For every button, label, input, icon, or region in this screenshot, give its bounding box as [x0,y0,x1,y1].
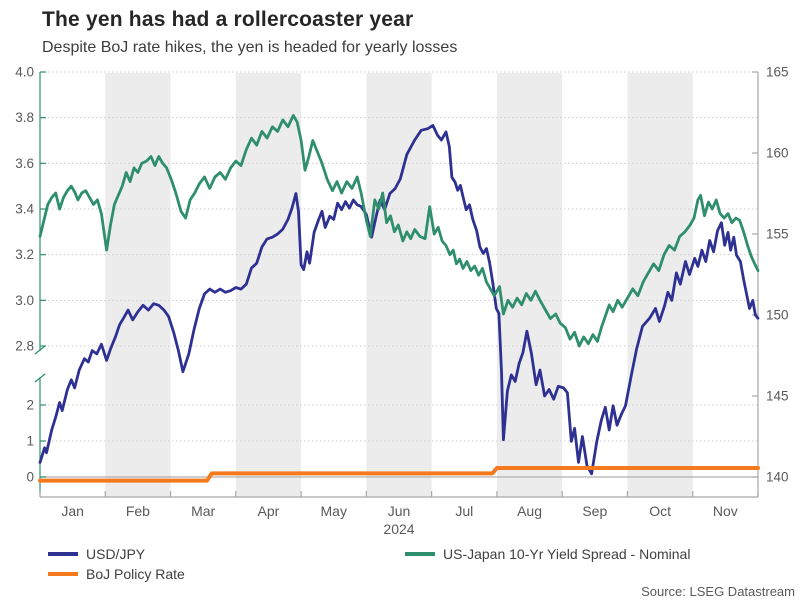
legend-label-yield-spread: US-Japan 10-Yr Yield Spread - Nominal [443,546,691,562]
svg-text:3.6: 3.6 [15,156,34,171]
svg-text:160: 160 [766,146,789,161]
svg-text:1: 1 [26,434,34,449]
legend-item-yield-spread: US-Japan 10-Yr Yield Spread - Nominal [405,547,690,561]
svg-text:Apr: Apr [258,503,280,519]
legend-label-usdjpy: USD/JPY [86,546,146,562]
boj-policy-rate-line-swatch [48,572,78,576]
svg-text:Jul: Jul [455,503,473,519]
svg-text:Oct: Oct [649,503,671,519]
axis-tick-labels: 4.0 3.8 3.6 3.4 3.2 3.0 2.8 2 1 0 165 160 155 150 145 1… [15,65,788,538]
svg-text:Jan: Jan [61,503,84,519]
svg-text:Jun: Jun [388,503,411,519]
month-shading-bands [105,73,693,497]
axis-ticks [39,71,759,497]
legend-item-boj-policy-rate: BoJ Policy Rate [48,567,185,581]
svg-text:3.4: 3.4 [15,202,34,217]
axis-break-marks [34,345,46,383]
svg-text:Aug: Aug [517,503,542,519]
svg-text:Feb: Feb [126,503,150,519]
svg-text:3.8: 3.8 [15,110,34,125]
svg-text:3.0: 3.0 [15,293,34,308]
svg-text:145: 145 [766,389,789,404]
svg-text:3.2: 3.2 [15,247,34,262]
svg-text:Nov: Nov [713,503,738,519]
yield-spread-line-swatch [405,552,435,556]
svg-text:Sep: Sep [582,503,607,519]
usdjpy-line-swatch [48,552,78,556]
series-line-spread [38,114,760,348]
svg-text:2.8: 2.8 [15,339,34,354]
svg-text:2024: 2024 [383,521,414,537]
svg-text:155: 155 [766,227,789,242]
series-line-boj_rate [38,466,760,483]
svg-text:Mar: Mar [191,503,215,519]
svg-text:165: 165 [766,65,789,80]
legend-item-usdjpy: USD/JPY [48,547,145,561]
series-line-usdjpy [38,124,760,476]
source-credit: Source: LSEG Datastream [641,584,795,599]
chart-subtitle: Despite BoJ rate hikes, the yen is heade… [42,39,458,56]
axes [39,72,759,498]
svg-text:May: May [321,503,347,519]
svg-text:0: 0 [26,470,34,485]
chart-title: The yen has had a rollercoaster year [42,8,414,31]
gridlines [40,71,758,478]
svg-text:2: 2 [26,398,34,413]
svg-text:4.0: 4.0 [15,65,34,80]
legend-label-boj-policy-rate: BoJ Policy Rate [86,566,185,582]
svg-text:140: 140 [766,470,789,485]
svg-text:150: 150 [766,308,789,323]
series-lines [38,114,760,483]
